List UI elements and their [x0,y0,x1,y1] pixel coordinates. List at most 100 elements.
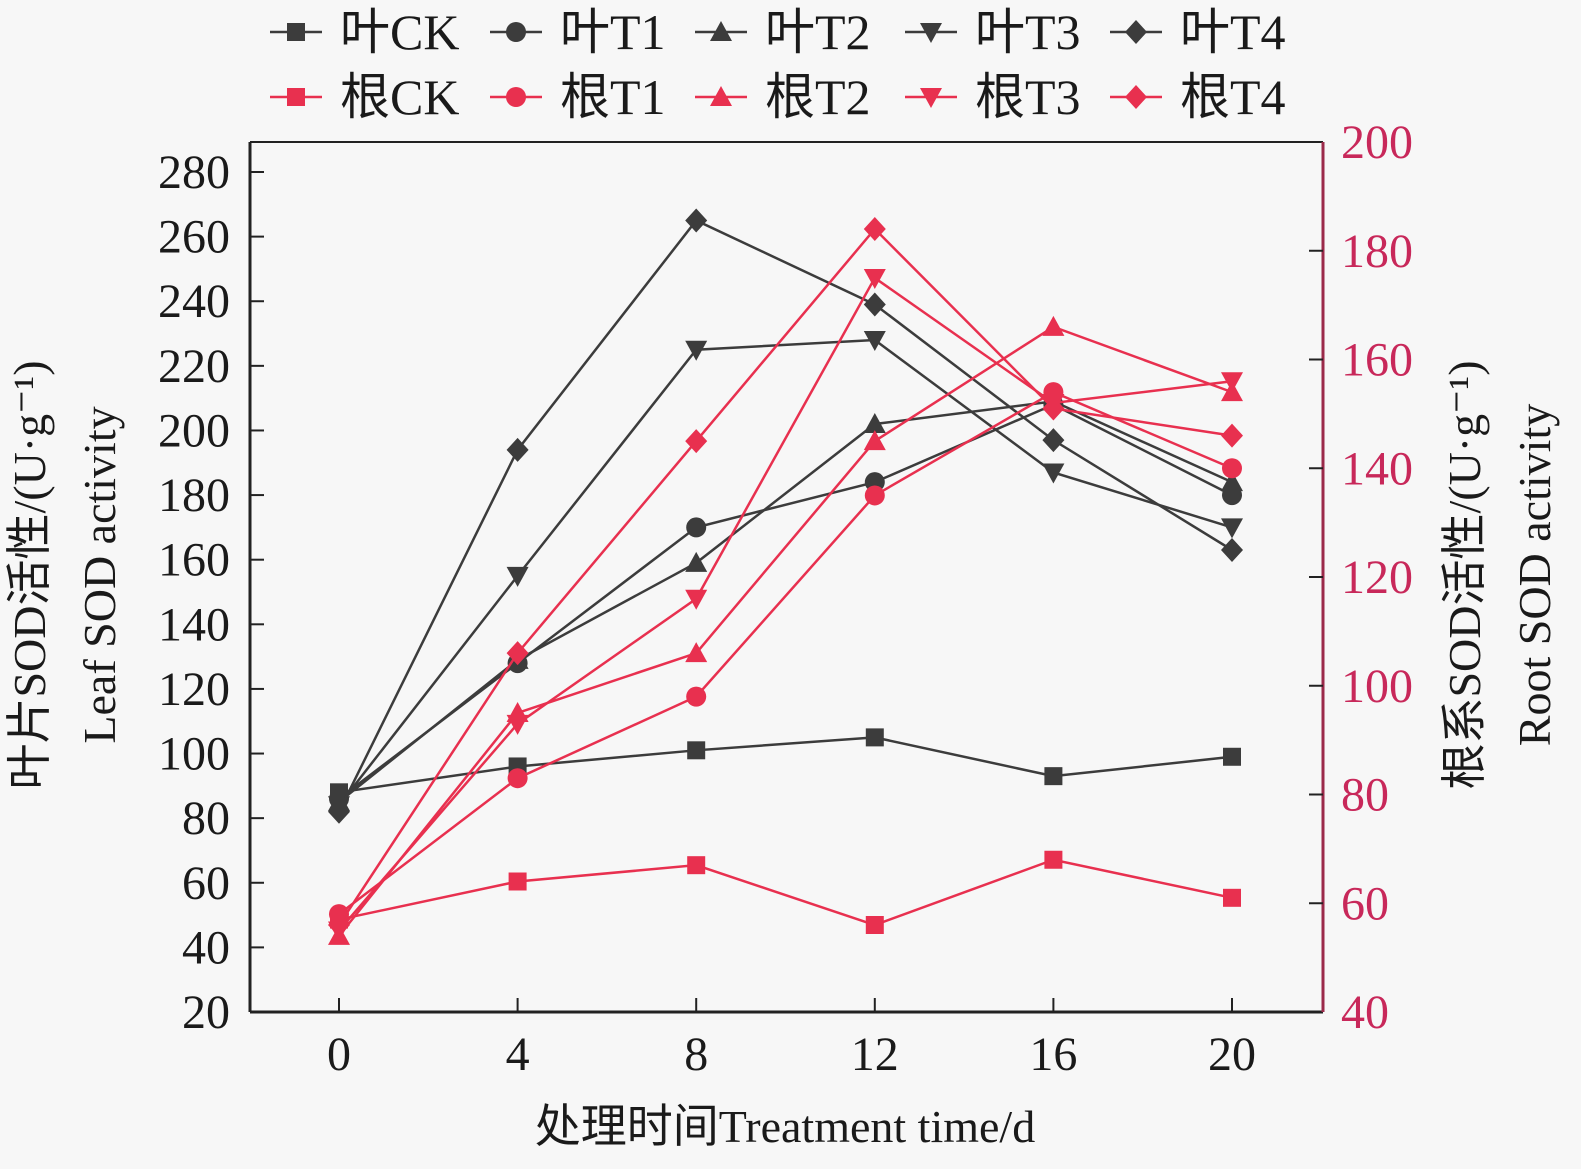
series-根T2 [328,315,1243,945]
data-point [685,642,708,663]
legend-marker [920,88,942,108]
left-axis-title-en: Leaf SOD activity [74,406,125,743]
series-line [338,325,1233,937]
data-point [864,485,885,506]
legend-label: 根T2 [765,69,871,125]
right-tick-label: 180 [1341,225,1413,278]
legend-item: 根T2 [695,69,871,125]
data-point [863,292,886,317]
series-叶T1 [329,394,1242,809]
legend-marker [710,21,732,41]
right-y-axis: 40 60 80 100 120 140 160 180 200 [1309,116,1413,1039]
legend-item: 叶T4 [1110,4,1286,60]
legend-marker [506,87,526,107]
data-point [865,916,884,934]
left-tick-label: 80 [182,792,230,845]
data-point [506,566,529,587]
data-point [685,551,708,572]
x-tick-label: 20 [1208,1028,1256,1081]
series-line [338,390,1233,916]
left-tick-label: 280 [158,146,230,199]
right-tick-label: 40 [1341,986,1389,1039]
legend-item: 叶T1 [490,4,666,60]
legend-label: 叶T3 [975,4,1081,60]
data-point [1221,518,1243,539]
data-point [863,413,886,433]
data-point [865,728,884,747]
left-tick-label: 20 [182,986,230,1039]
left-tick-label: 40 [182,921,230,974]
legend-label: 根T3 [975,69,1081,125]
data-point [507,768,528,789]
right-axis-title-zh: 根系SOD活性/(U·g⁻¹) [1439,360,1490,789]
data-point [1222,458,1242,479]
data-point [506,714,529,735]
series-line [337,227,1233,926]
series-叶T2 [328,390,1243,811]
data-point [1221,423,1243,448]
series-line [338,400,1233,803]
series-line [338,276,1233,932]
data-point [687,741,706,760]
left-tick-label: 100 [158,728,230,781]
legend-marker [287,88,305,106]
legend-label: 根T1 [560,69,666,125]
right-tick-label: 100 [1341,660,1413,713]
left-tick-label: 160 [158,534,230,587]
data-point [1042,315,1065,336]
legend-label: 叶T1 [560,4,666,60]
data-point [1223,888,1241,907]
series-line [338,858,1233,927]
legend-item: 叶CK [270,4,459,60]
right-tick-label: 160 [1341,334,1413,387]
data-point [1221,538,1243,562]
left-tick-label: 140 [158,598,230,651]
data-point [863,430,886,451]
legend-marker [287,23,305,41]
data-point [1223,747,1241,766]
legend-marker [1125,20,1147,44]
left-tick-label: 200 [158,404,230,457]
left-tick-label: 240 [158,275,230,328]
legend-item: 根T1 [490,69,666,125]
x-tick-label: 12 [851,1028,899,1081]
data-point [686,517,707,538]
data-point [1221,372,1243,393]
series-根T1 [329,382,1242,925]
data-point [1042,463,1065,484]
series-line [337,218,1233,813]
series-line [338,403,1233,800]
right-tick-label: 120 [1341,551,1413,604]
legend-item: 叶T2 [695,4,871,60]
legend-marker [1125,85,1147,109]
left-tick-label: 60 [182,857,230,910]
legend-label: 根CK [340,69,459,125]
data-point [1044,850,1063,869]
data-point [328,799,350,824]
plot-frame [248,141,1325,1014]
legend-item: 根T4 [1110,69,1286,125]
left-y-axis: 20 40 60 80 100 120 140 160 180 200 220 240 260 280 [158,146,264,1039]
legend-marker [710,86,732,106]
right-tick-label: 140 [1341,442,1413,495]
x-tick-label: 16 [1029,1028,1077,1081]
data-point [687,856,706,875]
left-tick-label: 180 [158,469,230,522]
data-point [1221,471,1243,492]
legend-label: 叶T4 [1180,4,1286,60]
x-axis: 0 4 8 12 16 20 [327,998,1256,1081]
data-point [506,437,529,462]
right-tick-label: 80 [1341,769,1389,822]
data-point [863,217,886,241]
series-line [338,736,1233,794]
data-point [685,208,708,233]
x-tick-label: 0 [327,1028,351,1081]
right-tick-label: 200 [1341,116,1413,169]
data-point [1044,767,1063,786]
data-point [1042,396,1065,421]
data-point [506,641,529,666]
data-point [328,913,350,937]
data-point [863,331,886,351]
data-point [685,589,708,610]
data-point [508,872,527,891]
